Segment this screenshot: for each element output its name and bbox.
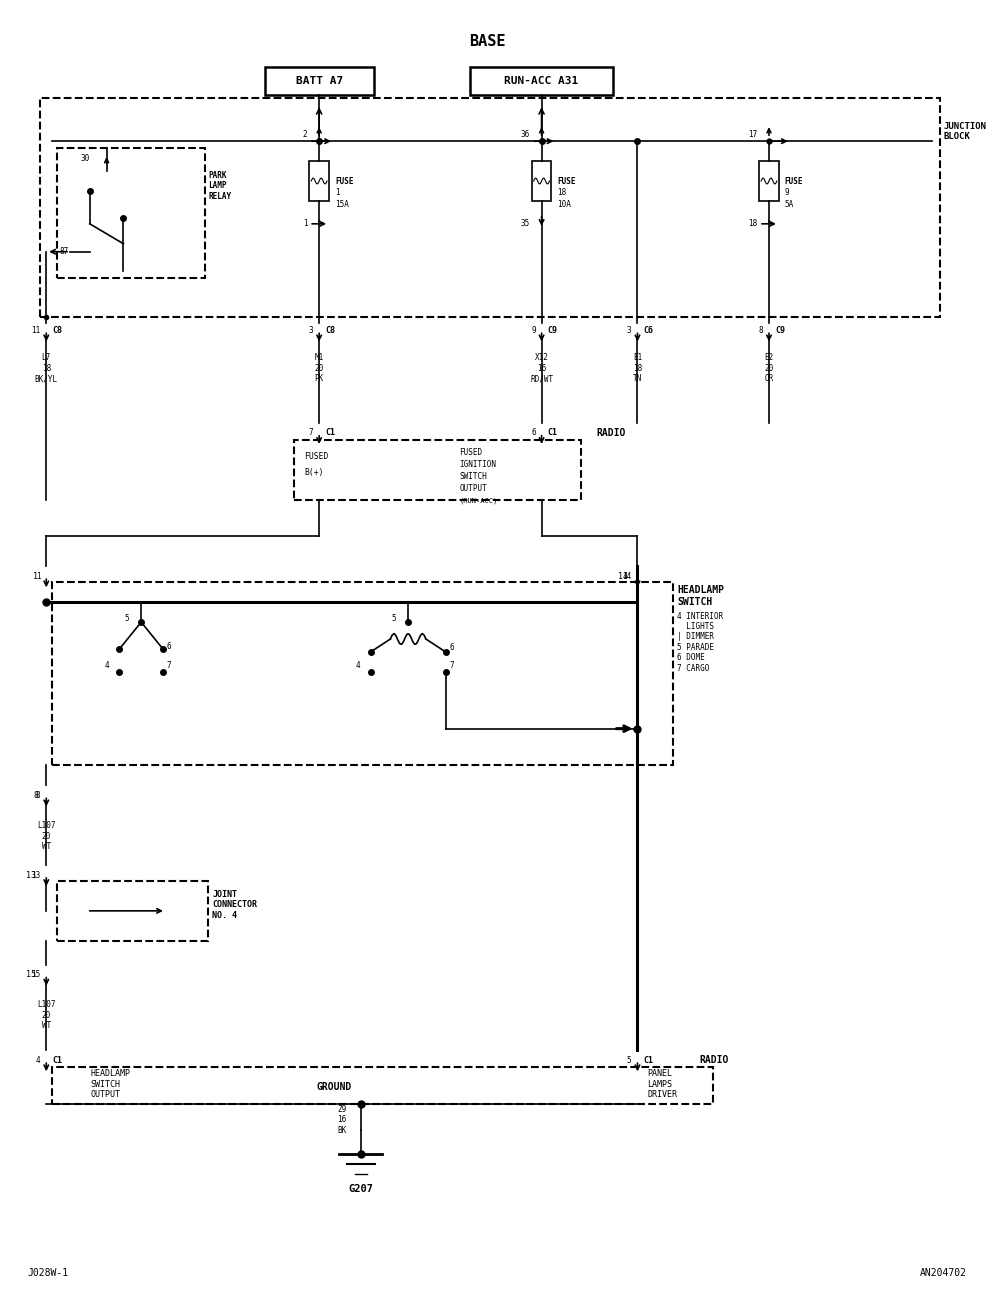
Text: C9: C9 <box>775 326 785 335</box>
Text: C1: C1 <box>52 1056 62 1065</box>
Text: 5A: 5A <box>785 201 794 210</box>
Text: 6: 6 <box>167 642 172 651</box>
Text: HEADLAMP
SWITCH
OUTPUT: HEADLAMP SWITCH OUTPUT <box>91 1069 131 1099</box>
Text: C1: C1 <box>643 1056 653 1065</box>
Text: GROUND: GROUND <box>316 1082 352 1092</box>
Text: 18: 18 <box>557 189 567 198</box>
Text: 4: 4 <box>36 1056 40 1065</box>
Text: FUSED: FUSED <box>460 448 483 457</box>
Text: 8: 8 <box>36 791 40 800</box>
Text: 14: 14 <box>622 572 632 581</box>
Text: 1: 1 <box>335 189 340 198</box>
Text: E2
20
OR: E2 20 OR <box>764 353 774 383</box>
Text: C9: C9 <box>548 326 558 335</box>
Bar <box>265 67 374 96</box>
Text: BATT A7: BATT A7 <box>296 76 343 87</box>
Text: 87: 87 <box>59 247 68 256</box>
Text: JUNCTION
BLOCK: JUNCTION BLOCK <box>944 122 987 141</box>
Text: 3: 3 <box>627 326 632 335</box>
Text: RADIO: RADIO <box>596 428 625 437</box>
Text: 8: 8 <box>758 326 763 335</box>
Text: 6: 6 <box>531 428 536 437</box>
Bar <box>57 148 205 278</box>
Bar <box>52 582 673 766</box>
Text: FUSE: FUSE <box>557 176 576 185</box>
Bar <box>294 440 581 499</box>
Bar <box>532 160 551 201</box>
Text: C8: C8 <box>325 326 335 335</box>
Text: B(+): B(+) <box>304 468 324 477</box>
Text: 14: 14 <box>618 572 628 581</box>
Text: C1: C1 <box>548 428 558 437</box>
Text: RUN-ACC A31: RUN-ACC A31 <box>504 76 579 87</box>
Text: 2: 2 <box>303 129 307 138</box>
Text: FUSE: FUSE <box>335 176 353 185</box>
Text: 15A: 15A <box>335 201 349 210</box>
Text: 15: 15 <box>26 970 36 980</box>
Text: (RUN-ACC): (RUN-ACC) <box>460 497 498 503</box>
Text: 17: 17 <box>748 129 757 138</box>
Text: 1: 1 <box>33 572 38 581</box>
Text: JOINT
CONNECTOR
NO. 4: JOINT CONNECTOR NO. 4 <box>212 890 257 920</box>
Text: 9: 9 <box>785 189 789 198</box>
Text: 6: 6 <box>450 643 454 652</box>
Text: L107
20
WT: L107 20 WT <box>37 822 56 851</box>
Text: FUSED: FUSED <box>304 453 329 462</box>
Text: 35: 35 <box>520 219 530 228</box>
Text: RADIO: RADIO <box>700 1055 729 1065</box>
Text: PARK
LAMP
RELAY: PARK LAMP RELAY <box>208 171 232 201</box>
Text: PANEL
LAMPS
DRIVER: PANEL LAMPS DRIVER <box>647 1069 677 1099</box>
Text: AN204702: AN204702 <box>920 1268 967 1278</box>
Text: 8: 8 <box>33 791 38 800</box>
Bar <box>40 98 940 317</box>
Text: C8: C8 <box>52 326 62 335</box>
Text: M1
20
PK: M1 20 PK <box>315 353 324 383</box>
Text: 7: 7 <box>450 661 454 670</box>
Text: 13: 13 <box>26 871 36 880</box>
Text: 4: 4 <box>105 661 110 670</box>
Text: C1: C1 <box>325 428 335 437</box>
Text: 4 INTERIOR
  LIGHTS
| DIMMER
5 PARADE
6 DOME
7 CARGO: 4 INTERIOR LIGHTS | DIMMER 5 PARADE 6 DO… <box>677 612 723 673</box>
Text: FUSE: FUSE <box>785 176 803 185</box>
Text: SWITCH: SWITCH <box>460 472 487 481</box>
Text: 15: 15 <box>31 970 40 980</box>
Text: 36: 36 <box>520 129 530 138</box>
Text: 9: 9 <box>531 326 536 335</box>
Text: IGNITION: IGNITION <box>460 461 497 470</box>
Text: 5: 5 <box>125 613 129 622</box>
Text: OUTPUT: OUTPUT <box>460 484 487 493</box>
Text: 13: 13 <box>31 871 40 880</box>
Text: 10A: 10A <box>557 201 571 210</box>
Text: Z9
16
BK: Z9 16 BK <box>338 1105 347 1135</box>
Text: 3: 3 <box>309 326 313 335</box>
Text: E1
18
TN: E1 18 TN <box>633 353 642 383</box>
Text: 5: 5 <box>627 1056 632 1065</box>
Text: 1: 1 <box>303 219 307 228</box>
Text: 7: 7 <box>167 661 172 670</box>
Text: L7
18
BK/YL: L7 18 BK/YL <box>35 353 58 383</box>
Bar <box>470 67 613 96</box>
Bar <box>309 160 329 201</box>
Text: X12
16
RD/WT: X12 16 RD/WT <box>530 353 553 383</box>
Text: BASE: BASE <box>469 34 505 49</box>
Text: 4: 4 <box>356 661 361 670</box>
Text: G207: G207 <box>348 1184 373 1193</box>
Text: C6: C6 <box>643 326 653 335</box>
Bar <box>57 881 208 941</box>
Text: 7: 7 <box>309 428 313 437</box>
Text: 11: 11 <box>31 326 40 335</box>
Text: L107
20
WT: L107 20 WT <box>37 1000 56 1030</box>
Text: 5: 5 <box>392 613 396 622</box>
Text: 18: 18 <box>748 219 757 228</box>
Bar <box>759 160 779 201</box>
Text: 30: 30 <box>81 154 90 163</box>
Text: HEADLAMP
SWITCH: HEADLAMP SWITCH <box>677 585 724 607</box>
Text: 1: 1 <box>36 572 40 581</box>
Text: J028W-1: J028W-1 <box>27 1268 69 1278</box>
Bar <box>52 1068 713 1104</box>
